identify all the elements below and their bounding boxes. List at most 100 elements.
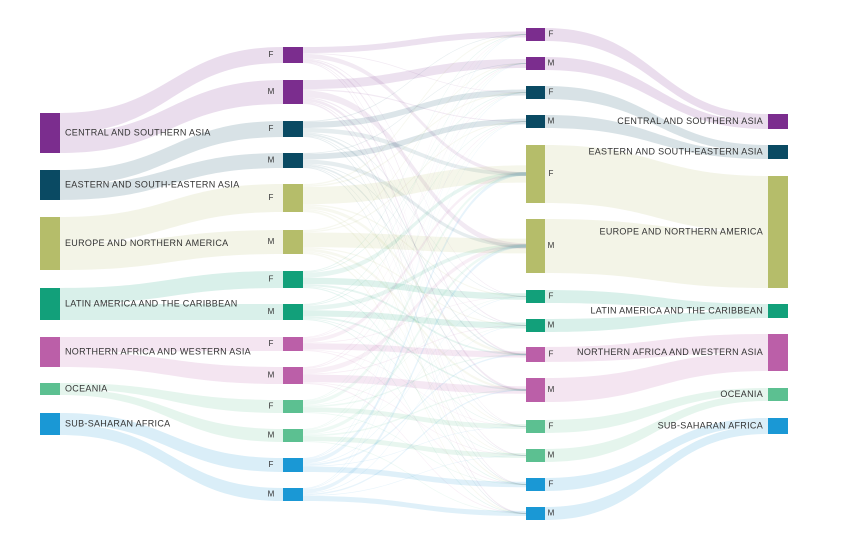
- link-central-southern-asia-f-to-europe-northern-america: [303, 53, 526, 176]
- link-europe-northern-america-f-to-latin-america-caribbean: [303, 204, 526, 298]
- link-eastern-south-eastern-asia-m-to-latin-america-caribbean: [303, 163, 526, 326]
- link-central-southern-asia-m-to-northern-africa-western-asia: [303, 98, 526, 392]
- origin-sex-label-latin-america-caribbean-male: M: [268, 307, 275, 316]
- link-male-to-central-southern-asia: [545, 57, 768, 129]
- link-europe-northern-america-f-to-eastern-south-eastern-asia: [303, 91, 526, 187]
- link-sub-saharan-africa-f-to-oceania: [303, 426, 526, 467]
- destination-sex-label-latin-america-caribbean-male: M: [548, 321, 555, 330]
- destination-sex-node-latin-america-caribbean-female: [526, 290, 545, 303]
- destination-sex-label-eastern-south-eastern-asia-male: M: [548, 117, 555, 126]
- link-sub-saharan-africa-f-to-europe-northern-america: [303, 172, 526, 464]
- link-europe-northern-america-m-to-europe-northern-america: [303, 232, 526, 254]
- link-central-southern-asia-f-to-central-southern-asia: [303, 31, 526, 54]
- link-oceania-to-female: [60, 383, 283, 413]
- flow-links: [60, 28, 768, 520]
- destination-sex-node-sub-saharan-africa-male: [526, 507, 545, 520]
- destination-sex-node-latin-america-caribbean-male: [526, 319, 545, 332]
- origin-label-eastern-south-eastern-asia: EASTERN AND SOUTH-EASTERN ASIA: [65, 179, 240, 189]
- origin-sex-node-oceania-female: [283, 400, 303, 413]
- link-male-to-eastern-south-eastern-asia: [545, 115, 768, 159]
- origin-sex-node-northern-africa-western-asia-male: [283, 367, 303, 384]
- destination-label-central-southern-asia: CENTRAL AND SOUTHERN ASIA: [617, 116, 763, 126]
- destination-sex-node-europe-northern-america-male: [526, 219, 545, 273]
- origin-sex-node-central-southern-asia-male: [283, 80, 303, 104]
- link-oceania-m-to-northern-africa-western-asia: [303, 389, 526, 437]
- origin-sex-node-europe-northern-america-female: [283, 184, 303, 212]
- destination-node-oceania: [768, 388, 788, 401]
- origin-node-sub-saharan-africa: [40, 413, 60, 435]
- link-female-to-northern-africa-western-asia: [545, 334, 768, 362]
- link-europe-northern-america-m-to-northern-africa-western-asia: [303, 248, 526, 392]
- link-oceania-f-to-europe-northern-america: [303, 172, 526, 406]
- origin-label-northern-africa-western-asia: NORTHERN AFRICA AND WESTERN ASIA: [65, 346, 251, 356]
- origin-sex-node-latin-america-caribbean-male: [283, 304, 303, 320]
- destination-sex-node-central-southern-asia-male: [526, 57, 545, 70]
- link-oceania-f-to-latin-america-caribbean: [303, 296, 526, 406]
- link-europe-northern-america-f-to-sub-saharan-africa: [303, 210, 526, 486]
- link-male-to-oceania: [545, 394, 768, 462]
- link-central-southern-asia-m-to-latin-america-caribbean: [303, 97, 526, 327]
- origin-sex-label-eastern-south-eastern-asia-male: M: [268, 156, 275, 165]
- link-latin-america-caribbean-f-to-central-southern-asia: [303, 34, 526, 272]
- origin-label-europe-northern-america: EUROPE AND NORTHERN AMERICA: [65, 238, 228, 248]
- origin-sex-label-latin-america-caribbean-female: F: [269, 275, 274, 284]
- link-central-southern-asia-f-to-eastern-south-eastern-asia: [303, 53, 526, 93]
- link-latin-america-caribbean-f-to-eastern-south-eastern-asia: [303, 92, 526, 273]
- origin-node-latin-america-caribbean: [40, 288, 60, 320]
- link-central-southern-asia-f-to-sub-saharan-africa: [303, 61, 526, 485]
- link-europe-northern-america-f-to-central-southern-asia: [303, 33, 526, 186]
- link-central-southern-asia-f-to-oceania: [303, 61, 526, 427]
- link-sub-saharan-africa-m-to-latin-america-caribbean: [303, 325, 526, 494]
- link-oceania-to-male: [60, 389, 283, 442]
- link-northern-africa-western-asia-m-to-europe-northern-america: [303, 244, 526, 374]
- origin-node-eastern-south-eastern-asia: [40, 170, 60, 200]
- link-latin-america-caribbean-f-to-oceania: [303, 286, 526, 427]
- destination-sex-node-central-southern-asia-female: [526, 28, 545, 41]
- link-oceania-m-to-latin-america-caribbean: [303, 325, 526, 435]
- link-europe-northern-america-m-to-central-southern-asia: [303, 62, 526, 232]
- link-latin-america-caribbean-m-to-central-southern-asia: [303, 63, 526, 305]
- link-northern-africa-western-asia-f-to-sub-saharan-africa: [303, 350, 526, 485]
- link-oceania-m-to-oceania: [303, 436, 526, 458]
- link-eastern-south-eastern-asia-m-to-central-southern-asia: [303, 63, 526, 154]
- origin-sex-node-sub-saharan-africa-male: [283, 488, 303, 501]
- link-oceania-m-to-eastern-south-eastern-asia: [303, 121, 526, 431]
- link-central-southern-asia-m-to-europe-northern-america: [303, 90, 526, 249]
- link-female-to-latin-america-caribbean: [545, 290, 768, 311]
- link-northern-africa-western-asia-m-to-eastern-south-eastern-asia: [303, 121, 526, 369]
- link-latin-america-caribbean-to-male: [60, 304, 283, 320]
- destination-sex-node-sub-saharan-africa-female: [526, 478, 545, 491]
- link-oceania-f-to-eastern-south-eastern-asia: [303, 92, 526, 402]
- link-northern-africa-western-asia-m-to-latin-america-caribbean: [303, 325, 526, 375]
- destination-sex-label-northern-africa-western-asia-female: F: [549, 350, 554, 359]
- origin-node-northern-africa-western-asia: [40, 337, 60, 367]
- link-central-southern-asia-f-to-latin-america-caribbean: [303, 58, 526, 297]
- link-latin-america-caribbean-f-to-northern-africa-western-asia: [303, 284, 526, 356]
- link-latin-america-caribbean-m-to-northern-africa-western-asia: [303, 316, 526, 391]
- link-latin-america-caribbean-m-to-europe-northern-america: [303, 244, 526, 311]
- link-female-to-europe-northern-america: [545, 145, 768, 232]
- link-eastern-south-eastern-asia-m-to-europe-northern-america: [303, 159, 526, 248]
- link-eastern-south-eastern-asia-f-to-northern-africa-western-asia: [303, 133, 526, 356]
- link-europe-northern-america-m-to-eastern-south-eastern-asia: [303, 120, 526, 233]
- link-latin-america-caribbean-m-to-latin-america-caribbean: [303, 310, 526, 329]
- link-eastern-south-eastern-asia-f-to-latin-america-caribbean: [303, 132, 526, 297]
- link-eastern-south-eastern-asia-to-male: [60, 153, 283, 200]
- destination-sex-node-eastern-south-eastern-asia-male: [526, 115, 545, 128]
- destination-sex-label-central-southern-asia-female: F: [549, 30, 554, 39]
- link-male-to-europe-northern-america: [545, 219, 768, 288]
- link-female-to-central-southern-asia: [545, 28, 768, 122]
- origin-sex-label-northern-africa-western-asia-female: F: [269, 339, 274, 348]
- destination-sex-label-central-southern-asia-male: M: [548, 59, 555, 68]
- flow-labels: CENTRAL AND SOUTHERN ASIA EASTERN AND SOU…: [65, 30, 763, 518]
- link-central-southern-asia-m-to-oceania: [303, 101, 526, 456]
- link-sub-saharan-africa-f-to-central-southern-asia: [303, 34, 526, 459]
- link-northern-africa-western-asia-m-to-central-southern-asia: [303, 63, 526, 368]
- link-sub-saharan-africa-m-to-central-southern-asia: [303, 63, 526, 489]
- origin-sex-label-europe-northern-america-female: F: [269, 193, 274, 202]
- destination-sex-label-europe-northern-america-female: F: [549, 169, 554, 178]
- link-oceania-f-to-oceania: [303, 407, 526, 429]
- link-northern-africa-western-asia-f-to-latin-america-caribbean: [303, 296, 526, 344]
- link-sub-saharan-africa-f-to-eastern-south-eastern-asia: [303, 92, 526, 460]
